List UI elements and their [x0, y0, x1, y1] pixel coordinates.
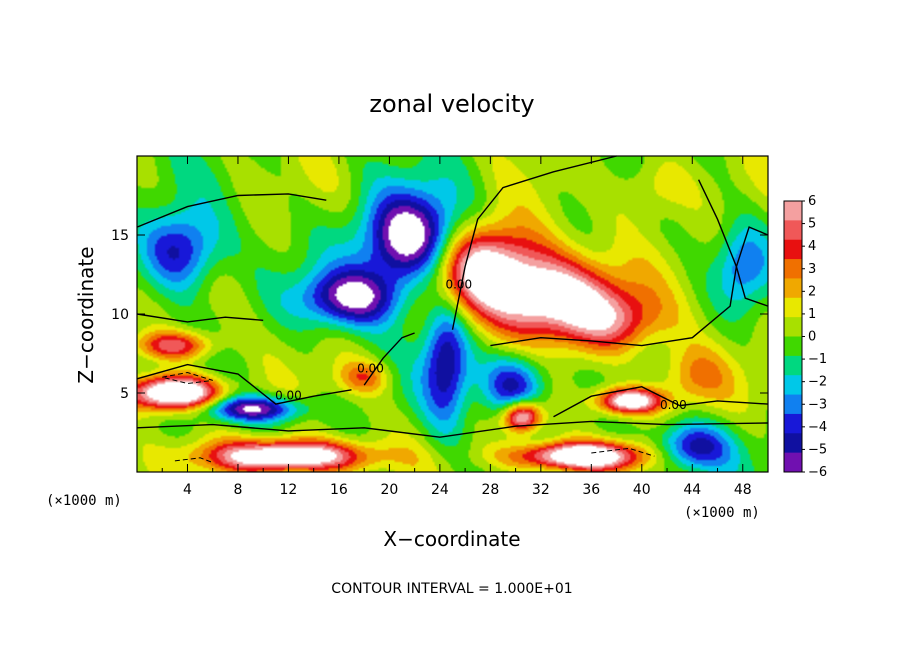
colorbar-label: −5 [808, 442, 827, 457]
x-tick-label: 36 [582, 482, 600, 498]
contour-label: 0.00 [357, 361, 384, 375]
colorbar-swatch [784, 220, 802, 241]
colorbar-swatch [784, 239, 802, 260]
x-tick-label: 24 [431, 482, 449, 498]
colorbar-swatch [784, 413, 802, 434]
colorbar-swatch [784, 375, 802, 396]
x-tick-label: 8 [233, 482, 242, 498]
contour-label: 0.00 [275, 388, 302, 402]
colorbar-swatch [784, 297, 802, 318]
x-axis-unit-right: (×1000 m) [684, 505, 760, 521]
colorbar-swatch [784, 317, 802, 337]
colorbar-label: −4 [808, 420, 827, 435]
zero-contour-line [363, 332, 415, 386]
x-tick-label: 12 [280, 482, 298, 498]
x-tick-label: 4 [183, 482, 192, 498]
x-tick-labels: 4 8 12 16 20 24 28 32 36 40 44 48 [161, 156, 752, 498]
contour-label: 0.00 [660, 398, 687, 412]
zero-contour-line [735, 226, 769, 307]
colorbar-label: 2 [808, 284, 816, 299]
colorbar: 6 5 4 3 2 1 0 −1 −2 −3 −4 −5 −6 [783, 194, 827, 480]
colorbar-label: 5 [808, 217, 816, 232]
colorbar-swatch [784, 355, 802, 376]
colorbar-swatch [784, 433, 802, 454]
x-tick-label: 32 [532, 482, 550, 498]
colorbar-label: 6 [808, 194, 816, 209]
colorbar-swatch [784, 336, 802, 357]
x-tick-label: 20 [380, 482, 398, 498]
velocity-field-image [137, 156, 768, 472]
colorbar-label: −6 [808, 465, 827, 480]
x-tick-label: 48 [734, 482, 752, 498]
y-tick-label: 15 [111, 228, 129, 244]
colorbar-label: −1 [808, 352, 827, 367]
colorbar-swatch [784, 259, 802, 279]
x-tick-label: 40 [633, 482, 651, 498]
negative-contour-line [591, 447, 655, 457]
zero-contour-line [136, 420, 769, 438]
colorbar-label: −3 [808, 397, 827, 412]
zero-contour-line [553, 385, 769, 418]
colorbar-swatch [784, 201, 802, 221]
negative-contour-line [162, 371, 213, 385]
colorbar-label: 4 [808, 239, 816, 254]
zero-contour-line [451, 155, 617, 330]
colorbar-swatch [784, 452, 802, 473]
x-tick-label: 16 [330, 482, 348, 498]
y-axis-label: Z−coordinate [74, 246, 98, 383]
chart-title: zonal velocity [369, 90, 534, 118]
colorbar-label: 0 [808, 330, 816, 345]
y-tick-label: 10 [111, 307, 129, 323]
x-axis-label: X−coordinate [383, 527, 520, 551]
x-tick-label: 44 [683, 482, 701, 498]
y-tick-label: 5 [120, 386, 129, 402]
zero-contour-line [490, 179, 738, 347]
y-tick-labels: 5 10 15 [111, 228, 768, 402]
colorbar-label: 1 [808, 307, 816, 322]
x-axis-unit-left: (×1000 m) [46, 493, 122, 509]
plot-area: 0.00 0.00 0.00 0.00 [136, 155, 769, 473]
colorbar-swatch [784, 394, 802, 415]
negative-contour-line [174, 457, 213, 463]
colorbar-label: −2 [808, 375, 827, 390]
zero-contour-line [136, 363, 352, 405]
contour-label: 0.00 [445, 278, 472, 292]
zero-contour-line [136, 193, 327, 228]
x-tick-label: 28 [481, 482, 499, 498]
colorbar-label: 3 [808, 262, 816, 277]
colorbar-swatch [784, 278, 802, 299]
zero-contour-line [136, 313, 264, 323]
contour-interval-note: CONTOUR INTERVAL = 1.000E+01 [331, 581, 572, 597]
